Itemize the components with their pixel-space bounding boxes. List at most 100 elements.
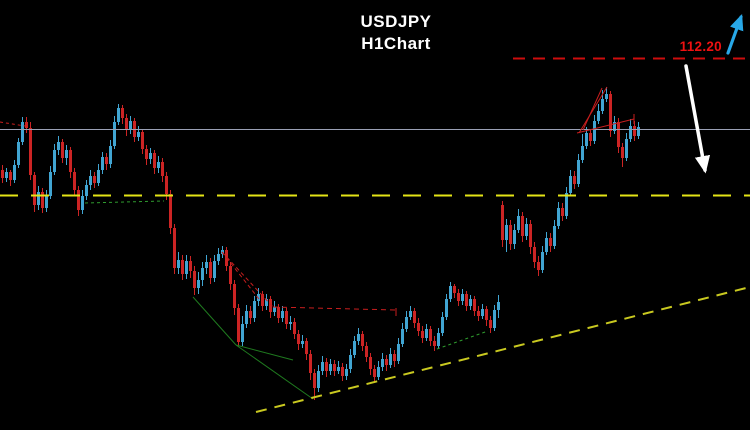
candle bbox=[461, 289, 464, 305]
candle-body bbox=[541, 252, 544, 270]
candle-body bbox=[401, 329, 404, 344]
candle bbox=[233, 280, 236, 315]
candle bbox=[533, 242, 536, 268]
candle bbox=[157, 156, 160, 173]
candle bbox=[349, 349, 352, 373]
candle bbox=[97, 164, 100, 186]
candle bbox=[189, 256, 192, 278]
candle bbox=[561, 203, 564, 221]
candle-body bbox=[473, 299, 476, 311]
candle bbox=[305, 338, 308, 360]
candle bbox=[529, 220, 532, 254]
candle bbox=[185, 255, 188, 279]
rising-support-trendline bbox=[255, 286, 750, 413]
candle-body bbox=[205, 262, 208, 268]
candle-body bbox=[537, 262, 540, 270]
candle bbox=[9, 170, 12, 186]
candle bbox=[297, 330, 300, 350]
swing-line-3 bbox=[235, 344, 314, 400]
candle-body bbox=[593, 121, 596, 141]
candle bbox=[153, 150, 156, 174]
candle bbox=[265, 294, 268, 310]
candle bbox=[401, 323, 404, 347]
candle bbox=[125, 114, 128, 136]
candle-body bbox=[381, 359, 384, 367]
candle bbox=[21, 117, 24, 145]
candle-body bbox=[329, 364, 332, 371]
candle-body bbox=[57, 142, 60, 150]
candle bbox=[453, 284, 456, 298]
candle bbox=[129, 116, 132, 134]
candle-body bbox=[53, 150, 56, 172]
candle bbox=[397, 338, 400, 364]
candle-body bbox=[157, 162, 160, 168]
candle-body bbox=[637, 127, 640, 136]
candle-body bbox=[561, 208, 564, 216]
candle-body bbox=[149, 153, 152, 159]
candle-body bbox=[545, 238, 548, 252]
lower-high-line-a bbox=[221, 251, 260, 300]
candle bbox=[37, 186, 40, 210]
white-down-arrow bbox=[684, 64, 711, 174]
candle bbox=[545, 232, 548, 255]
candle bbox=[637, 122, 640, 139]
candle-body bbox=[569, 176, 572, 193]
candle bbox=[501, 201, 504, 247]
candle-body bbox=[509, 225, 512, 244]
candle bbox=[41, 188, 44, 213]
candle bbox=[161, 158, 164, 182]
candle-body bbox=[321, 362, 324, 371]
candle-body bbox=[257, 294, 260, 301]
candle-body bbox=[145, 149, 148, 159]
candle bbox=[337, 361, 340, 374]
candle-body bbox=[265, 299, 268, 306]
candle bbox=[477, 306, 480, 321]
candle bbox=[409, 306, 412, 320]
candle bbox=[113, 116, 116, 149]
candle-body bbox=[361, 334, 364, 346]
swing-line-2 bbox=[235, 344, 294, 361]
candle-body bbox=[337, 367, 340, 371]
candle bbox=[269, 296, 272, 318]
candle bbox=[213, 255, 216, 282]
candle-body bbox=[589, 133, 592, 141]
candle bbox=[493, 305, 496, 331]
candle bbox=[61, 139, 64, 163]
candle-body bbox=[341, 367, 344, 376]
candle bbox=[201, 262, 204, 286]
candle bbox=[245, 305, 248, 328]
candle bbox=[273, 301, 276, 316]
candle bbox=[149, 148, 152, 164]
candle bbox=[589, 129, 592, 146]
candle-body bbox=[349, 355, 352, 369]
candle-body bbox=[305, 341, 308, 354]
candle bbox=[393, 350, 396, 367]
candle-body bbox=[577, 160, 580, 184]
candle bbox=[625, 133, 628, 161]
candle bbox=[541, 246, 544, 273]
candle bbox=[597, 104, 600, 124]
candle bbox=[329, 359, 332, 375]
candle-body bbox=[437, 333, 440, 346]
support-dotted-right bbox=[436, 330, 489, 350]
candle bbox=[85, 180, 88, 200]
candle-body bbox=[461, 294, 464, 301]
candle-body bbox=[353, 341, 356, 355]
candle bbox=[313, 369, 316, 400]
candle-body bbox=[181, 260, 184, 274]
candle-body bbox=[241, 324, 244, 342]
candle bbox=[469, 295, 472, 310]
candle-body bbox=[277, 307, 280, 318]
candle bbox=[241, 316, 244, 346]
candle-body bbox=[105, 157, 108, 164]
candle-body bbox=[549, 238, 552, 246]
candle-body bbox=[485, 309, 488, 320]
candle-body bbox=[237, 308, 240, 342]
candle bbox=[473, 296, 476, 316]
candle bbox=[5, 168, 8, 182]
candle-body bbox=[497, 302, 500, 310]
wedge-line-2 bbox=[582, 87, 603, 131]
candle-body bbox=[365, 346, 368, 357]
candle-body bbox=[13, 165, 16, 180]
